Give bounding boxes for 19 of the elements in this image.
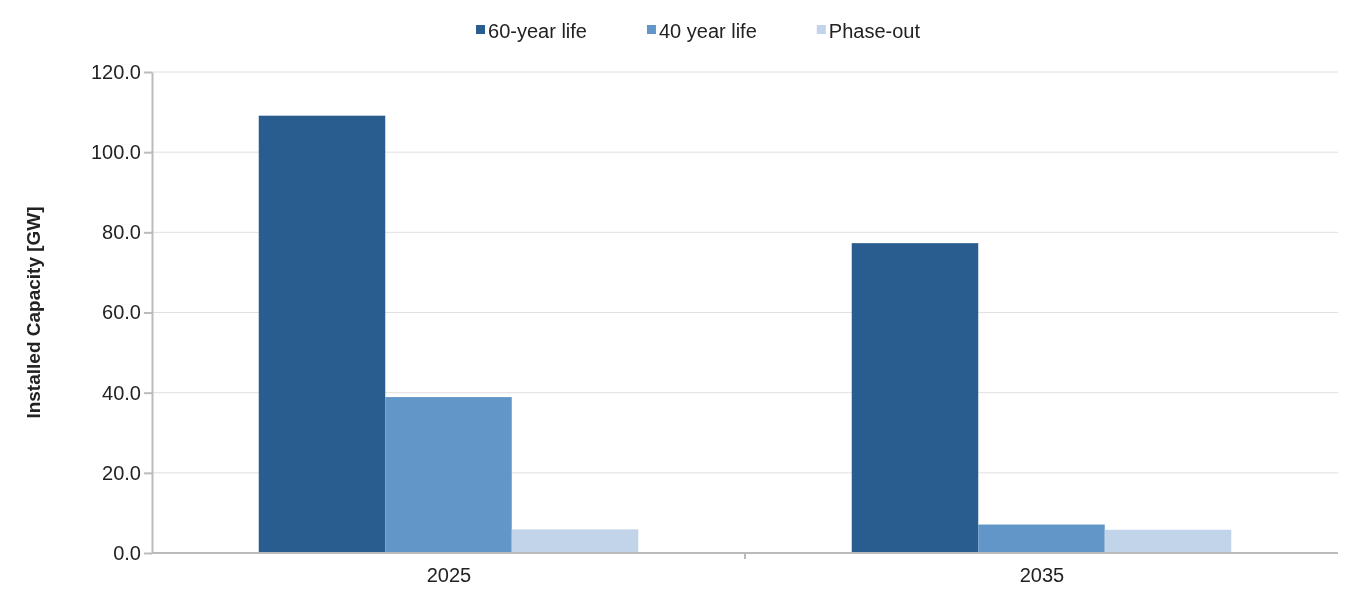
y-tick-label: 120.0 xyxy=(90,60,141,83)
bar xyxy=(1104,529,1232,553)
y-tick-label: 40.0 xyxy=(102,381,141,404)
bar xyxy=(385,397,512,553)
y-tick-label: 20.0 xyxy=(102,461,141,484)
y-tick-label: 0.0 xyxy=(113,541,141,564)
bar xyxy=(258,115,386,553)
y-tick-label: 60.0 xyxy=(102,301,141,324)
legend-label: Phase-out xyxy=(828,20,921,42)
y-axis-title: Installed Capacity [GW] xyxy=(23,206,44,419)
x-tick-label: 2025 xyxy=(426,564,472,586)
bar xyxy=(978,524,1105,553)
y-tick-label: 100.0 xyxy=(90,141,141,164)
legend-label: 60-year life xyxy=(488,20,587,42)
bar xyxy=(851,243,979,553)
legend-label: 40 year life xyxy=(658,20,757,42)
y-tick-label: 80.0 xyxy=(102,221,141,244)
bar xyxy=(511,529,639,553)
x-tick-label: 2035 xyxy=(1019,564,1065,586)
